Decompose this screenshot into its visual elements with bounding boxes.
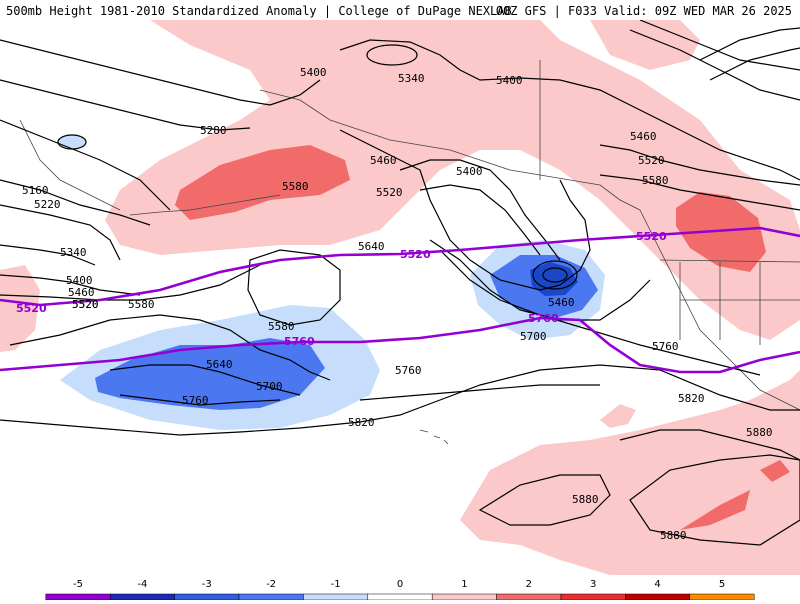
colorbar-ticks: -5 -4 -3 -2 -1 0 1 2 3 4 5	[73, 579, 725, 590]
anomaly-colorbar: -5 -4 -3 -2 -1 0 1 2 3 4 5	[0, 576, 800, 601]
contour-5520-purple	[0, 226, 800, 307]
contour-label: 5460	[630, 130, 657, 143]
contour-label: 5460	[370, 154, 397, 167]
contour-label: 5820	[348, 416, 375, 429]
strong-positive-anomaly-canada	[676, 192, 766, 272]
contour-label: 5220	[34, 198, 61, 211]
colorbar-cell	[625, 593, 691, 601]
contour-label: 5760	[652, 340, 679, 353]
highlight-contour-labels: 5520 5760 5520 5520 5760	[16, 230, 667, 348]
highlight-label: 5760	[528, 312, 559, 325]
contour-label: 5400	[66, 274, 93, 287]
colorbar-cell	[238, 593, 304, 601]
strong-negative-anomaly-west	[95, 338, 325, 410]
colorbar-tick-label: -1	[331, 579, 341, 590]
colorbar-cell	[496, 593, 562, 601]
highlight-label: 5520	[400, 248, 431, 261]
colorbar-tick-label: 4	[654, 579, 660, 590]
contour-label: 5580	[282, 180, 309, 193]
contour-label: 5700	[256, 380, 283, 393]
anomaly-shading	[0, 20, 800, 575]
strong-positive-anomaly-south	[680, 490, 750, 530]
contour-label: 5460	[548, 296, 575, 309]
contour-label: 5700	[520, 330, 547, 343]
contour-label: 5760	[182, 394, 209, 407]
highlight-label: 5520	[16, 302, 47, 315]
coastlines-and-borders	[19, 60, 800, 445]
strong-positive-anomaly-south2	[760, 460, 790, 482]
contour-label: 5400	[456, 165, 483, 178]
model-run-info: 00Z GFS | F033 Valid: 09Z WED MAR 26 202…	[495, 4, 792, 18]
positive-anomaly-south	[460, 370, 800, 575]
colorbar-cell	[431, 593, 497, 601]
contour-label: 5640	[358, 240, 385, 253]
colorbar-tick-label: 2	[526, 579, 532, 590]
us-canada-border	[659, 259, 800, 263]
colorbar-cell	[45, 593, 111, 601]
contour-label: 5460	[68, 286, 95, 299]
colorbar-tick-label: 5	[719, 579, 725, 590]
header-bar: 500mb Height 1981-2010 Standardized Anom…	[0, 0, 800, 20]
contour-label: 5400	[496, 74, 523, 87]
colorbar-tick-label: -3	[202, 579, 212, 590]
contour-label: 5340	[398, 72, 425, 85]
contour-label: 5400	[300, 66, 327, 79]
contour-label: 5880	[746, 426, 773, 439]
contour-label: 5640	[206, 358, 233, 371]
colorbar-cell	[367, 593, 433, 601]
contour-label: 5580	[642, 174, 669, 187]
colorbar-tick-label: 0	[397, 579, 403, 590]
highlight-label: 5760	[284, 335, 315, 348]
positive-anomaly-north	[105, 20, 800, 340]
hawaii-islands	[419, 429, 449, 445]
contour-label: 5520	[638, 154, 665, 167]
map-title: 500mb Height 1981-2010 Standardized Anom…	[6, 4, 512, 18]
kamchatka-coastline	[19, 119, 121, 211]
height-contours	[0, 20, 800, 546]
alaska-coastline	[259, 89, 800, 411]
colorbar-tick-label: -5	[73, 579, 83, 590]
map-canvas[interactable]: 5400 5340 5400 5280 5460 5160 5220 5580 …	[0, 20, 800, 576]
contour-5760-purple	[0, 316, 800, 374]
positive-anomaly-west	[0, 265, 40, 352]
colorbar-cell	[174, 593, 240, 601]
contour-label: 5520	[72, 298, 99, 311]
colorbar-cell	[109, 593, 175, 601]
contour-label: 5820	[678, 392, 705, 405]
colorbar-tick-label: 1	[461, 579, 467, 590]
contour-label: 5520	[376, 186, 403, 199]
colorbar-cells	[45, 593, 755, 601]
positive-anomaly-subtropic	[600, 404, 636, 428]
contour-labels: 5400 5340 5400 5280 5460 5160 5220 5580 …	[22, 66, 773, 542]
contour-label: 5760	[395, 364, 422, 377]
highlight-label: 5520	[636, 230, 667, 243]
highlight-contours	[0, 226, 800, 374]
contour-label: 5880	[572, 493, 599, 506]
state-borders	[679, 262, 800, 345]
contour-label: 5160	[22, 184, 49, 197]
contour-label: 5580	[268, 320, 295, 333]
contour-label: 5880	[660, 529, 687, 542]
colorbar-tick-label: -4	[137, 579, 147, 590]
contour-label: 5520	[72, 298, 99, 311]
contour-label: 5280	[200, 124, 227, 137]
colorbar-tick-label: 3	[590, 579, 596, 590]
colorbar-cell	[560, 593, 626, 601]
colorbar-cell	[689, 593, 755, 601]
contour-label: 5580	[128, 298, 155, 311]
contour-label: 5340	[60, 246, 87, 259]
aleutian-islands	[129, 194, 281, 216]
strong-positive-anomaly-aleutian	[175, 145, 350, 220]
colorbar-tick-label: -2	[266, 579, 276, 590]
colorbar-cell	[303, 593, 369, 601]
